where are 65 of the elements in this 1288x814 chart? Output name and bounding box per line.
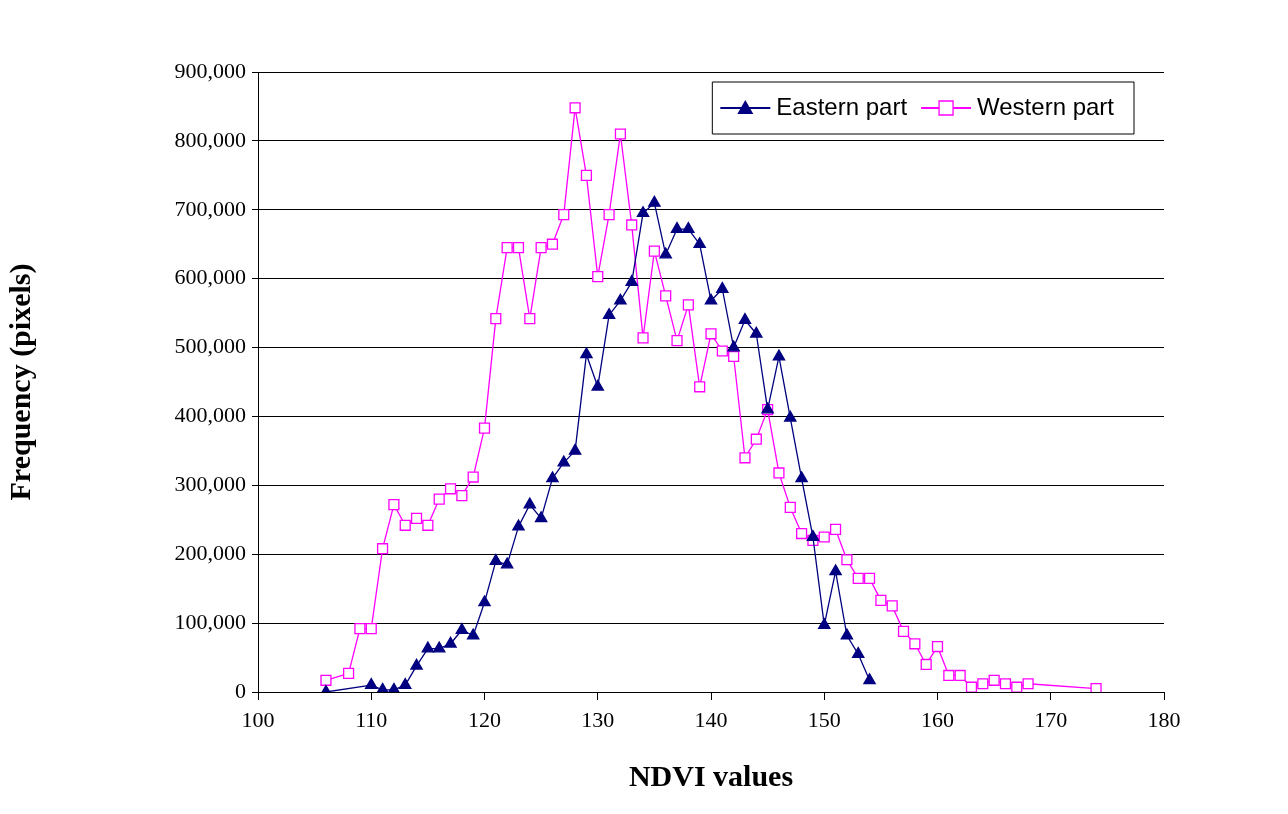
point <box>829 564 842 576</box>
point <box>716 281 729 293</box>
y-tick-label: 100,000 <box>174 608 246 634</box>
point <box>591 379 605 391</box>
x-tick-label: 160 <box>921 706 954 732</box>
legend-label: Eastern part <box>776 92 908 120</box>
x-tick-label: 120 <box>468 706 501 732</box>
point <box>784 410 797 422</box>
point <box>421 641 435 653</box>
point <box>625 274 638 287</box>
point <box>489 553 503 566</box>
point <box>432 641 446 653</box>
y-tick-label: 700,000 <box>174 195 246 221</box>
point <box>546 471 559 483</box>
point <box>682 221 695 233</box>
point <box>659 247 672 259</box>
x-axis-title: NDVI values <box>628 758 794 792</box>
point <box>817 618 831 630</box>
y-tick-label: 500,000 <box>174 333 246 359</box>
point <box>772 349 786 361</box>
point <box>398 677 412 690</box>
point <box>500 557 514 569</box>
y-tick-label: 800,000 <box>174 126 246 152</box>
point <box>738 312 752 324</box>
point <box>364 677 378 690</box>
y-tick-label: 900,000 <box>174 57 246 83</box>
point <box>795 471 808 483</box>
x-tick-label: 110 <box>355 706 388 732</box>
point <box>636 206 650 218</box>
x-tick-label: 140 <box>694 706 728 732</box>
point <box>806 529 820 541</box>
y-tick-label: 300,000 <box>174 471 246 497</box>
x-tick-label: 180 <box>1147 706 1181 732</box>
point <box>512 519 525 531</box>
x-tick-label: 100 <box>241 706 275 732</box>
point <box>523 497 537 509</box>
y-tick-label: 400,000 <box>174 402 246 428</box>
point <box>727 340 740 352</box>
point <box>410 658 423 670</box>
legend-label: Western part <box>977 92 1115 120</box>
x-tick-label: 130 <box>581 706 615 732</box>
point <box>648 195 661 207</box>
point <box>580 347 593 359</box>
point <box>557 455 571 467</box>
y-tick-label: 600,000 <box>174 264 246 290</box>
point <box>840 628 854 640</box>
point <box>704 293 718 305</box>
y-axis-title: Frequency (pixels) <box>2 263 37 501</box>
x-tick-label: 170 <box>1034 706 1068 732</box>
point <box>455 622 469 634</box>
y-tick-label: 0 <box>235 677 246 703</box>
point <box>602 308 616 320</box>
point <box>851 646 865 659</box>
point <box>466 628 480 640</box>
point <box>693 237 706 249</box>
point <box>534 511 548 523</box>
point <box>750 326 763 338</box>
point <box>444 636 457 648</box>
point <box>568 443 582 455</box>
point <box>863 673 876 685</box>
point <box>670 221 684 233</box>
point <box>478 595 491 607</box>
point <box>614 293 627 305</box>
x-tick-label: 150 <box>807 706 841 732</box>
y-tick-label: 200,000 <box>174 540 246 565</box>
